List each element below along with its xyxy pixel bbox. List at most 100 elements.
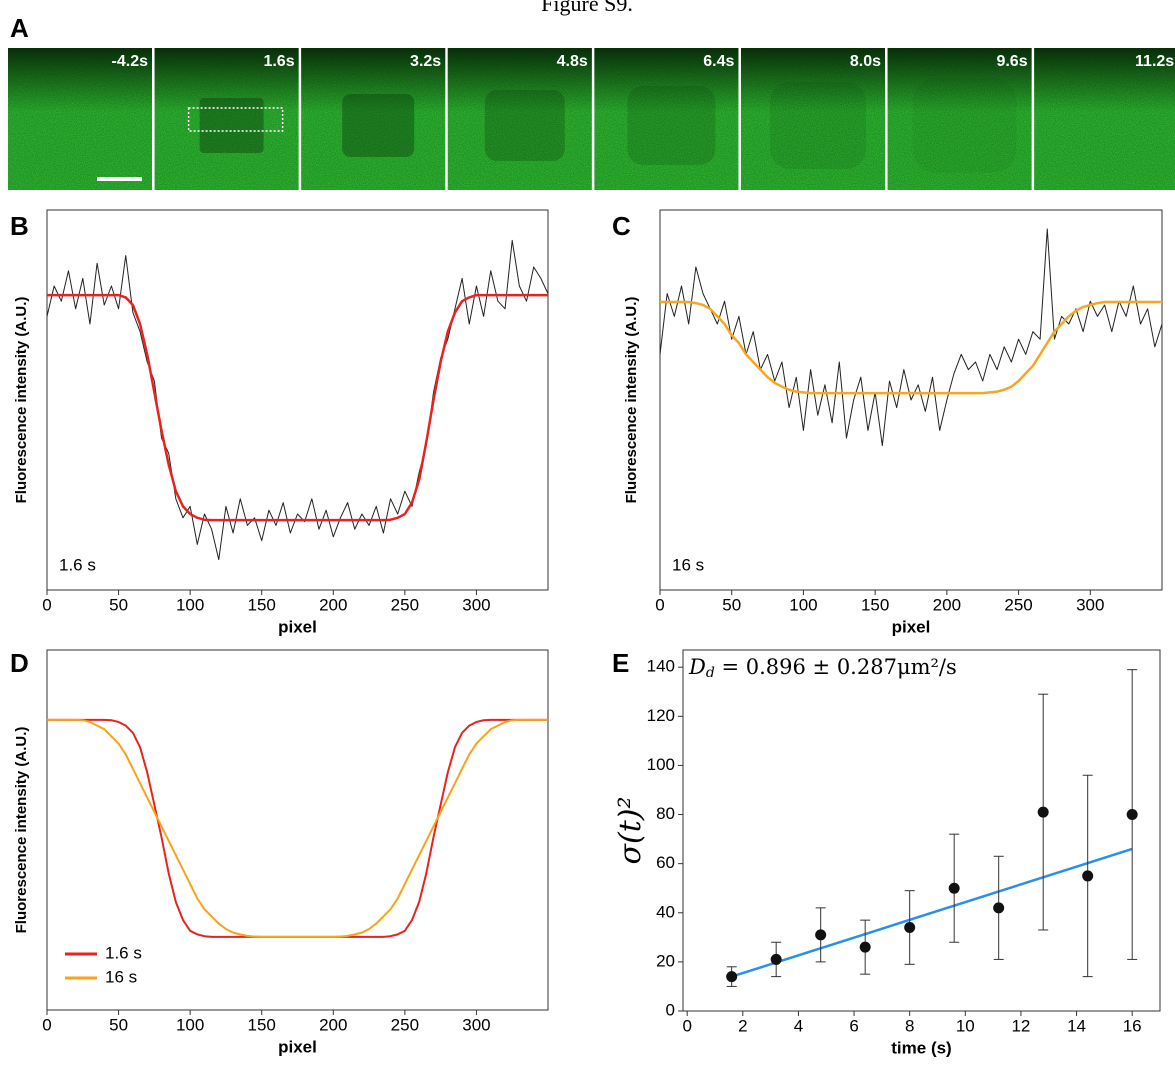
y-tick-label: 0 <box>666 1000 675 1019</box>
time-annotation: 1.6 s <box>59 555 96 574</box>
panel-label: C <box>612 211 631 241</box>
bleached-region <box>770 82 866 169</box>
y-tick-label: 140 <box>647 657 675 676</box>
x-tick-label: 150 <box>248 1015 276 1034</box>
y-tick-label: 20 <box>656 951 675 970</box>
plot-frame <box>46 209 549 591</box>
x-axis-label: pixel <box>278 617 317 636</box>
x-tick-label: 0 <box>42 1015 51 1034</box>
data-point <box>904 922 916 934</box>
x-axis-label: pixel <box>892 617 931 636</box>
frame-time: -4.2s <box>112 53 149 70</box>
frame-time: 3.2s <box>410 53 441 70</box>
legend-label: 1.6 s <box>105 943 142 962</box>
data-point <box>948 882 960 894</box>
x-tick-label: 300 <box>1076 595 1104 614</box>
data-line <box>46 239 549 561</box>
data-point <box>993 902 1005 914</box>
panel-label: E <box>612 648 629 678</box>
x-tick-label: 150 <box>248 595 276 614</box>
legend-label: 16 s <box>105 967 137 986</box>
data-point <box>1082 870 1094 882</box>
frame-top-band <box>594 48 739 190</box>
frame-time: 9.6s <box>996 53 1027 70</box>
bleached-region <box>627 86 716 165</box>
panel-label: D <box>10 648 29 678</box>
x-tick-label: 10 <box>956 1016 975 1035</box>
data-line <box>47 718 548 938</box>
y-tick-label: 60 <box>656 853 675 872</box>
bleached-region <box>342 94 415 157</box>
frame-top-band <box>8 48 152 190</box>
x-tick-label: 4 <box>794 1016 803 1035</box>
roi-box <box>187 107 284 132</box>
x-tick-label: 250 <box>391 595 419 614</box>
data-point <box>815 929 827 941</box>
x-axis-label: time (s) <box>891 1038 951 1057</box>
y-tick-label: 120 <box>647 706 675 725</box>
x-tick-label: 50 <box>109 1015 128 1034</box>
x-tick-label: 0 <box>682 1016 691 1035</box>
x-tick-label: 12 <box>1011 1016 1030 1035</box>
y-axis-label: σ(t)² <box>613 797 648 865</box>
frame-time: 8.0s <box>850 53 881 70</box>
frame-time: 11.2s <box>1135 53 1174 70</box>
chart: C 0 50 100 150 200 250 300 pixel Fluorescence int… <box>612 209 1163 636</box>
data-point <box>770 953 782 965</box>
x-tick-label: 250 <box>1004 595 1032 614</box>
plot-frame <box>682 649 1161 1012</box>
data-line <box>47 718 548 938</box>
data-line <box>659 228 1163 447</box>
y-axis-label: Fluorescence intensity (A.U.) <box>623 297 640 504</box>
plot-frame <box>659 209 1163 591</box>
y-tick-label: 80 <box>656 804 675 823</box>
frame-top-band <box>301 48 446 190</box>
data-line <box>47 293 548 522</box>
chart: D 0 50 100 150 200 250 300 pixel Fluorescence int… <box>10 648 549 1056</box>
data-point <box>859 941 871 953</box>
fit-line <box>731 847 1133 978</box>
image-strip: -4.2s 1.6s 3.2s 4.8s 6.4s 8.0s 9.6s 11.2s <box>8 48 1175 190</box>
x-tick-label: 8 <box>905 1016 914 1035</box>
frame-top-band <box>154 48 299 190</box>
x-tick-label: 16 <box>1123 1016 1142 1035</box>
time-annotation: 16 s <box>672 555 704 574</box>
x-tick-label: 200 <box>319 1015 347 1034</box>
x-tick-label: 50 <box>109 595 128 614</box>
y-axis-label: Fluorescence intensity (A.U.) <box>13 297 30 504</box>
bleached-region <box>484 90 565 161</box>
x-tick-label: 0 <box>655 595 664 614</box>
x-tick-label: 200 <box>933 595 961 614</box>
x-tick-label: 14 <box>1067 1016 1086 1035</box>
chart: E 0 2 4 6 8 10 12 14 16 0 20 40 60 80 100 120 140 time (s)… <box>612 648 1161 1057</box>
x-tick-label: 0 <box>42 595 51 614</box>
figure-title: Figure S9. <box>541 0 633 16</box>
data-point <box>726 971 738 983</box>
x-tick-label: 6 <box>849 1016 858 1035</box>
x-axis-label: pixel <box>278 1037 317 1056</box>
panel-label: A <box>10 13 29 43</box>
x-tick-label: 100 <box>789 595 817 614</box>
frame-top-band <box>887 48 1032 190</box>
data-point <box>1126 809 1138 821</box>
frame-top-band <box>447 48 592 190</box>
panel-label: B <box>10 211 29 241</box>
y-axis-label: Fluorescence intensity (A.U.) <box>13 727 30 934</box>
annotation: Dd = 0.896 ± 0.287μm²/s <box>688 655 957 682</box>
frame-time: 1.6s <box>263 53 294 70</box>
plot-frame <box>46 649 549 1011</box>
bleached-region <box>199 98 264 153</box>
annotation-symbol: D <box>688 655 706 679</box>
frame-top-band <box>1034 48 1175 190</box>
frame-time: 6.4s <box>703 53 734 70</box>
x-tick-label: 150 <box>861 595 889 614</box>
x-tick-label: 250 <box>391 1015 419 1034</box>
annotation-text: = 0.896 ± 0.287μm²/s <box>715 655 957 679</box>
x-tick-label: 300 <box>462 1015 490 1034</box>
frame-top-band <box>741 48 885 190</box>
x-tick-label: 100 <box>176 595 204 614</box>
bleached-region <box>912 78 1017 173</box>
y-tick-label: 40 <box>656 902 675 921</box>
